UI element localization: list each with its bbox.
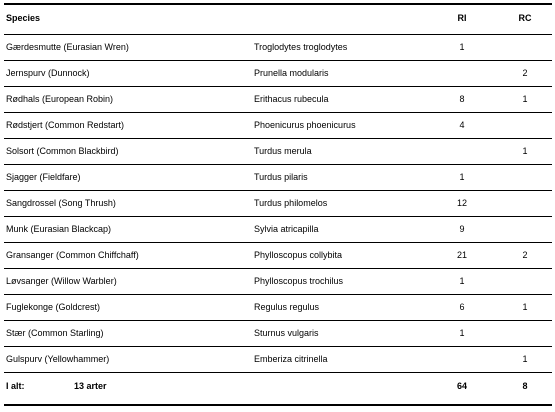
species-common-name: Gransanger (Common Chiffchaff) bbox=[6, 250, 139, 260]
species-common-name: Sangdrossel (Song Thrush) bbox=[6, 198, 116, 208]
species-latin-name: Erithacus rubecula bbox=[254, 94, 329, 104]
ri-count: 21 bbox=[456, 250, 467, 260]
header-rule bbox=[4, 34, 552, 35]
ri-count bbox=[440, 347, 484, 371]
species-latin-name: Sturnus vulgaris bbox=[254, 328, 319, 338]
rc-count: 2 bbox=[522, 68, 528, 78]
rc-count bbox=[503, 165, 547, 189]
total-rc: 8 bbox=[522, 381, 528, 391]
ri-count bbox=[440, 139, 484, 163]
rc-count bbox=[503, 113, 547, 137]
table-bottom-rule bbox=[4, 404, 552, 406]
ri-count: 8 bbox=[459, 94, 465, 104]
rc-count: 1 bbox=[522, 146, 528, 156]
rc-count: 1 bbox=[522, 302, 528, 312]
row-divider bbox=[4, 112, 552, 113]
species-common-name: Fuglekonge (Goldcrest) bbox=[6, 302, 101, 312]
rc-count bbox=[503, 217, 547, 241]
species-latin-name: Turdus merula bbox=[254, 146, 312, 156]
rc-count: 1 bbox=[522, 94, 528, 104]
ri-count: 9 bbox=[459, 224, 465, 234]
table-top-rule bbox=[4, 3, 552, 5]
ri-count: 1 bbox=[459, 276, 465, 286]
row-divider bbox=[4, 268, 552, 269]
species-common-name: Løvsanger (Willow Warbler) bbox=[6, 276, 117, 286]
ri-count: 1 bbox=[459, 172, 465, 182]
species-latin-name: Phylloscopus collybita bbox=[254, 250, 343, 260]
species-latin-name: Phylloscopus trochilus bbox=[254, 276, 344, 286]
row-divider bbox=[4, 86, 552, 87]
row-divider bbox=[4, 190, 552, 191]
species-latin-name: Sylvia atricapilla bbox=[254, 224, 319, 234]
total-label: I alt: bbox=[6, 381, 25, 391]
ri-count: 1 bbox=[459, 328, 465, 338]
ri-count: 6 bbox=[459, 302, 465, 312]
rc-count bbox=[503, 321, 547, 345]
total-species-count: 13 arter bbox=[74, 381, 107, 391]
species-latin-name: Regulus regulus bbox=[254, 302, 320, 312]
ri-count bbox=[440, 61, 484, 85]
species-latin-name: Turdus philomelos bbox=[254, 198, 328, 208]
row-divider bbox=[4, 294, 552, 295]
row-divider bbox=[4, 372, 552, 373]
species-common-name: Munk (Eurasian Blackcap) bbox=[6, 224, 112, 234]
ri-count: 1 bbox=[459, 42, 465, 52]
row-divider bbox=[4, 216, 552, 217]
species-latin-name: Emberiza citrinella bbox=[254, 354, 328, 364]
rc-count bbox=[503, 191, 547, 215]
rc-count: 1 bbox=[522, 354, 528, 364]
row-divider bbox=[4, 242, 552, 243]
rc-count bbox=[503, 35, 547, 59]
species-common-name: Stær (Common Starling) bbox=[6, 328, 104, 338]
species-common-name: Rødstjert (Common Redstart) bbox=[6, 120, 125, 130]
row-divider bbox=[4, 346, 552, 347]
rc-count bbox=[503, 269, 547, 293]
species-header: Species bbox=[6, 13, 41, 23]
species-latin-name: Prunella modularis bbox=[254, 68, 329, 78]
species-latin-name: Troglodytes troglodytes bbox=[254, 42, 348, 52]
ri-count: 4 bbox=[459, 120, 465, 130]
rc-header: RC bbox=[518, 13, 532, 23]
species-common-name: Rødhals (European Robin) bbox=[6, 94, 114, 104]
species-latin-name: Turdus pilaris bbox=[254, 172, 308, 182]
rc-count: 2 bbox=[522, 250, 528, 260]
species-common-name: Gærdesmutte (Eurasian Wren) bbox=[6, 42, 129, 52]
ri-header: RI bbox=[457, 13, 467, 23]
species-common-name: Sjagger (Fieldfare) bbox=[6, 172, 81, 182]
species-latin-name: Phoenicurus phoenicurus bbox=[254, 120, 356, 130]
species-common-name: Gulspurv (Yellowhammer) bbox=[6, 354, 110, 364]
row-divider bbox=[4, 138, 552, 139]
row-divider bbox=[4, 60, 552, 61]
row-divider bbox=[4, 164, 552, 165]
species-common-name: Solsort (Common Blackbird) bbox=[6, 146, 119, 156]
species-common-name: Jernspurv (Dunnock) bbox=[6, 68, 90, 78]
total-ri: 64 bbox=[456, 381, 467, 391]
ri-count: 12 bbox=[456, 198, 467, 208]
row-divider bbox=[4, 320, 552, 321]
